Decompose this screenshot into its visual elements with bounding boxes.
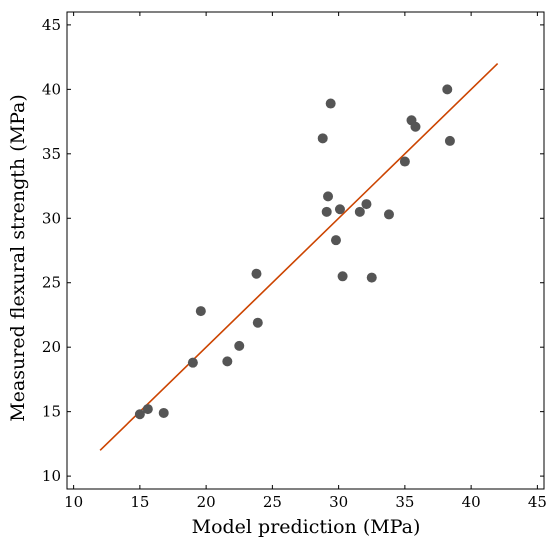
data-point xyxy=(334,204,345,215)
data-point xyxy=(252,317,263,328)
data-point xyxy=(195,306,206,317)
x-tick-label: 15 xyxy=(130,493,149,511)
data-point xyxy=(222,356,233,367)
data-point xyxy=(399,156,410,167)
plot-frame xyxy=(66,11,545,490)
data-point xyxy=(325,98,336,109)
x-tick-label: 35 xyxy=(395,493,414,511)
y-tick-label: 45 xyxy=(42,16,61,34)
x-tick-label: 45 xyxy=(528,493,547,511)
data-point xyxy=(134,409,145,420)
axis-ticks: 10 15 20 25 30 35 40 45 10 15 20 25 30 35 40 45 xyxy=(42,12,547,511)
y-axis-title: Measured flexural strength (MPa) xyxy=(7,94,29,422)
data-points xyxy=(134,84,455,420)
data-point xyxy=(317,133,328,144)
x-tick-label: 25 xyxy=(263,493,282,511)
data-point xyxy=(158,407,169,418)
y-tick-label: 30 xyxy=(42,209,61,227)
data-point xyxy=(187,357,198,368)
data-point xyxy=(354,206,365,217)
data-point xyxy=(383,209,394,220)
x-axis-title: Model prediction (MPa) xyxy=(192,516,421,538)
x-tick-label: 30 xyxy=(329,493,348,511)
data-point xyxy=(234,340,245,351)
data-point xyxy=(361,199,372,210)
data-point xyxy=(444,135,455,146)
data-point xyxy=(323,191,334,202)
x-tick-label: 40 xyxy=(462,493,481,511)
data-point xyxy=(251,268,262,279)
data-point xyxy=(330,235,341,246)
y-tick-label: 10 xyxy=(42,467,61,485)
y-tick-label: 15 xyxy=(42,403,61,421)
plot-area xyxy=(66,11,545,490)
data-point xyxy=(321,206,332,217)
x-tick-label: 10 xyxy=(64,493,83,511)
data-point xyxy=(337,271,348,282)
data-point xyxy=(366,272,377,283)
y-tick-label: 20 xyxy=(42,338,61,356)
y-tick-label: 25 xyxy=(42,274,61,292)
data-point xyxy=(410,121,421,132)
y-tick-label: 40 xyxy=(42,80,61,98)
fit-line xyxy=(99,62,499,451)
data-point xyxy=(142,404,153,415)
fit-line-group xyxy=(99,62,499,451)
y-tick-label: 35 xyxy=(42,145,61,163)
data-point xyxy=(442,84,453,95)
x-tick-label: 20 xyxy=(197,493,216,511)
